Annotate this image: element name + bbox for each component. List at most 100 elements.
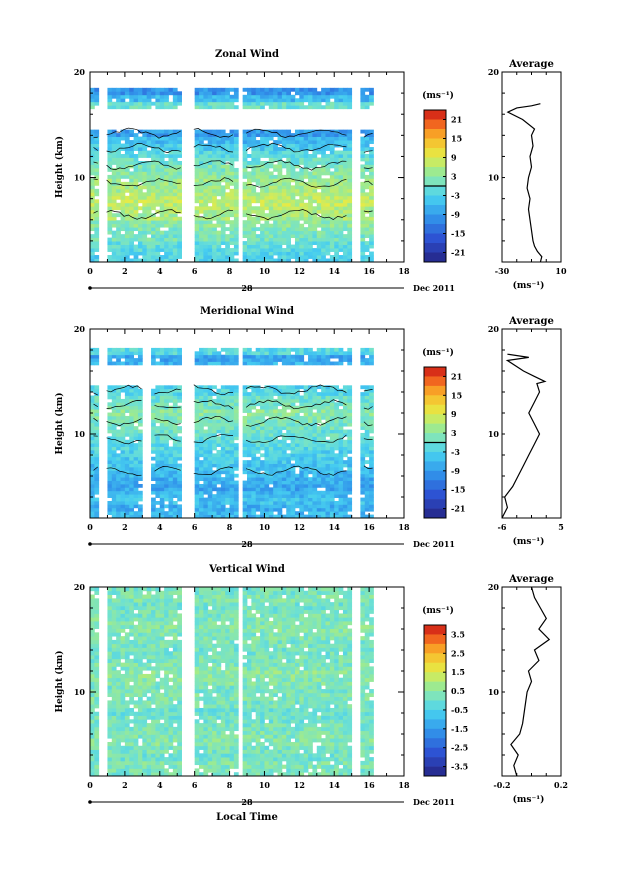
heatmap-cell xyxy=(247,494,252,498)
heatmap-cell xyxy=(334,395,339,400)
heatmap-cell xyxy=(299,415,305,420)
heatmap-cell xyxy=(312,129,318,134)
panel-title: Meridional Wind xyxy=(200,306,294,317)
heatmap-cell xyxy=(207,402,213,407)
heatmap-cell xyxy=(177,192,182,197)
heatmap-cell xyxy=(294,415,300,420)
heatmap-cell xyxy=(273,415,278,420)
heatmap-cell xyxy=(124,206,130,211)
heatmap-cell xyxy=(207,192,213,197)
heatmap-cell xyxy=(242,494,248,498)
heatmap-cell xyxy=(316,347,322,352)
heatmap-cell xyxy=(286,361,292,366)
heatmap-cell xyxy=(342,234,348,239)
heatmap-cell xyxy=(129,244,135,249)
heatmap-cell xyxy=(94,700,100,705)
heatmap-cell xyxy=(155,477,161,481)
heatmap-cell xyxy=(329,91,335,96)
heatmap-cell xyxy=(159,409,165,413)
heatmap-cell xyxy=(172,206,178,211)
heatmap-cell xyxy=(172,133,178,137)
heatmap-cell xyxy=(168,154,174,158)
heatmap-cell xyxy=(308,171,313,176)
heatmap-cell xyxy=(137,105,143,110)
heatmap-cell xyxy=(294,511,300,515)
heatmap-cell xyxy=(294,487,300,492)
heatmap-cell xyxy=(316,150,322,155)
heatmap-cell xyxy=(242,504,248,509)
heatmap-cell xyxy=(225,206,230,211)
heatmap-cell xyxy=(90,494,95,498)
heatmap-cell xyxy=(277,347,283,352)
heatmap-cell xyxy=(277,449,283,454)
heatmap-cell xyxy=(199,220,204,225)
heatmap-cell xyxy=(286,453,292,458)
heatmap-cell xyxy=(347,504,353,509)
heatmap-cell xyxy=(329,133,335,137)
heatmap-cell xyxy=(216,439,222,444)
heatmap-cell xyxy=(251,415,257,420)
heatmap-cell xyxy=(281,347,287,352)
heatmap-cell xyxy=(124,150,130,155)
heatmap-cell xyxy=(260,446,265,451)
heatmap-cell xyxy=(251,255,257,259)
heatmap-cell xyxy=(342,87,348,92)
heatmap-cell xyxy=(277,358,283,362)
heatmap-cell xyxy=(124,227,130,232)
heatmap-cell xyxy=(207,511,213,515)
heatmap-cell xyxy=(137,147,143,151)
heatmap-cell xyxy=(107,244,113,249)
heatmap-cell xyxy=(194,354,200,359)
heatmap-cell xyxy=(303,490,309,495)
heatmap-cell xyxy=(137,412,143,417)
heatmap-cell xyxy=(334,101,339,106)
heatmap-cell xyxy=(199,178,204,183)
heatmap-cell xyxy=(177,209,182,214)
heatmap-cell xyxy=(137,244,143,249)
heatmap-cell xyxy=(216,388,222,393)
heatmap-cell xyxy=(277,101,283,106)
heatmap-cell xyxy=(199,432,204,437)
heatmap-cell xyxy=(90,192,95,197)
heatmap-cell xyxy=(338,463,344,468)
heatmap-cell xyxy=(325,202,331,207)
heatmap-cell xyxy=(308,209,313,214)
heatmap-cell xyxy=(334,220,339,225)
heatmap-cell xyxy=(242,164,248,169)
heatmap-cell xyxy=(164,426,169,430)
heatmap-cell xyxy=(203,354,209,359)
heatmap-cell xyxy=(308,174,313,179)
heatmap-cell xyxy=(203,511,209,515)
heatmap-cell xyxy=(316,202,322,207)
heatmap-cell xyxy=(120,195,126,200)
heatmap-cell xyxy=(260,192,265,197)
heatmap-cell xyxy=(233,216,239,221)
heatmap-cell xyxy=(116,351,121,356)
heatmap-cell xyxy=(364,223,370,228)
heatmap-cell xyxy=(369,473,374,478)
heatmap-cell xyxy=(124,439,130,444)
heatmap-cell xyxy=(268,514,274,519)
heatmap-cell xyxy=(229,164,235,169)
heatmap-cell xyxy=(94,392,100,396)
heatmap-cell xyxy=(199,436,204,441)
heatmap-cell xyxy=(151,497,156,502)
heatmap-cell xyxy=(347,150,353,155)
heatmap-cell xyxy=(107,351,113,356)
heatmap-cell xyxy=(164,347,169,352)
heatmap-cell xyxy=(212,209,217,214)
heatmap-cell xyxy=(229,192,235,197)
heatmap-cell xyxy=(347,483,353,488)
heatmap-cell xyxy=(137,192,143,197)
heatmap-cell xyxy=(90,704,95,709)
heatmap-cell xyxy=(369,171,374,176)
heatmap-cell xyxy=(133,91,139,96)
heatmap-cell xyxy=(172,234,178,239)
heatmap-cell xyxy=(369,258,374,263)
heatmap-cell xyxy=(312,199,318,204)
heatmap-cell xyxy=(177,490,182,495)
heatmap-cell xyxy=(347,178,353,183)
heatmap-cell xyxy=(212,392,217,396)
heatmap-cell xyxy=(199,227,204,232)
heatmap-cell xyxy=(90,621,95,626)
